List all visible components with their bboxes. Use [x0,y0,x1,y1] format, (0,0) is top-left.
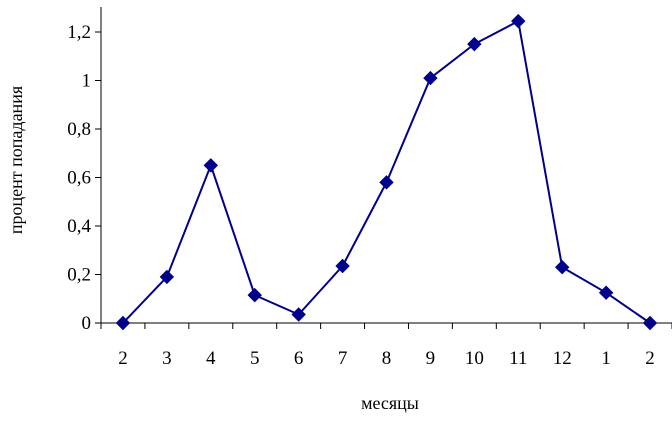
data-point-marker [335,258,350,274]
x-tick-label: 8 [382,348,392,369]
data-point-marker [511,13,526,29]
y-tick-label: 0,2 [67,265,91,286]
data-point-marker [554,260,570,275]
series-line [122,20,651,324]
labels: 00,20,40,60,811,22 3 4 5 6 7 8 9 10 11 12 1 2 [67,22,655,369]
x-tick-label: 6 [294,348,304,369]
data-point-marker [379,175,394,190]
y-tick-label: 1,2 [67,22,91,43]
y-tick-label: 0,6 [67,168,91,189]
x-tick-label: 9 [426,348,436,369]
axes [100,7,672,324]
x-axis-title: месяцы [361,393,419,413]
data-point-marker [203,158,219,173]
x-tick-label: 11 [509,348,527,369]
x-tick-label: 12 [553,348,572,369]
y-axis-title: процент попадания [6,86,26,234]
data-point-marker [598,285,614,300]
y-tick-label: 1 [82,71,92,92]
data-point-marker [115,315,131,331]
data-point-marker [247,287,262,303]
y-tick-label: 0,4 [67,216,91,237]
y-tick-label: 0 [82,313,92,334]
x-tick-label: 4 [206,348,216,369]
data-point-marker [291,307,306,322]
x-tick-label: 1 [601,348,611,369]
y-tick-label: 0,8 [67,119,91,140]
x-tick-label: 10 [465,348,484,369]
ticks [95,31,672,329]
x-tick-label: 2 [118,348,128,369]
data-point-marker [467,36,482,52]
data-point-marker [423,70,438,86]
x-tick-label: 3 [162,348,172,369]
x-tick-label: 7 [338,348,348,369]
data-point-marker [159,269,175,285]
x-tick-label: 5 [250,348,260,369]
x-tick-label: 2 [645,348,655,369]
data-point-marker [642,315,658,331]
series [115,13,658,331]
